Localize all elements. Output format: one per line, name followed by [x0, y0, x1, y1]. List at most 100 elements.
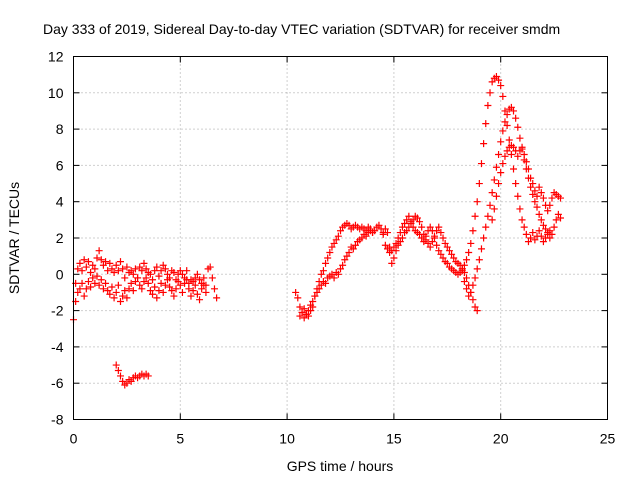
- data-point: [539, 238, 547, 246]
- data-point: [475, 180, 483, 188]
- data-point: [469, 227, 477, 235]
- data-point: [292, 288, 300, 296]
- data-point: [322, 279, 330, 287]
- data-point: [157, 279, 165, 287]
- data-point: [488, 216, 496, 224]
- data-point: [80, 256, 88, 264]
- data-point: [539, 221, 547, 229]
- data-point: [531, 236, 539, 244]
- data-point: [146, 287, 154, 295]
- y-tick-label: -8: [51, 412, 64, 428]
- data-point: [379, 230, 387, 238]
- data-point: [535, 227, 543, 235]
- data-point: [362, 232, 370, 240]
- data-point: [153, 294, 161, 302]
- data-point: [104, 287, 112, 295]
- data-point: [304, 307, 312, 315]
- data-point: [95, 281, 103, 289]
- data-point: [138, 267, 146, 275]
- data-point: [78, 279, 86, 287]
- data-point: [326, 249, 334, 257]
- data-point: [510, 143, 518, 151]
- data-point: [546, 234, 554, 242]
- y-tick-label: 0: [56, 266, 64, 282]
- data-point: [144, 279, 152, 287]
- data-point: [510, 107, 518, 115]
- data-point: [499, 160, 507, 168]
- data-point: [76, 259, 84, 267]
- data-point: [125, 285, 133, 293]
- data-point: [520, 151, 528, 159]
- data-point: [418, 234, 426, 242]
- data-point: [119, 292, 127, 300]
- data-point: [93, 272, 101, 280]
- data-point: [492, 72, 500, 80]
- data-point: [78, 267, 86, 275]
- data-point: [161, 281, 169, 289]
- data-point: [482, 120, 490, 128]
- data-point: [324, 254, 332, 262]
- data-point: [482, 223, 490, 231]
- data-point: [480, 140, 488, 148]
- data-point: [159, 288, 167, 296]
- data-point: [533, 203, 541, 211]
- data-point: [497, 82, 505, 90]
- y-tick-label: -6: [51, 375, 64, 391]
- data-point: [480, 234, 488, 242]
- data-point: [99, 285, 107, 293]
- data-point: [208, 274, 216, 282]
- y-tick-label: -2: [51, 303, 64, 319]
- data-point: [313, 288, 321, 296]
- data-point: [390, 254, 398, 262]
- data-point: [471, 274, 479, 282]
- data-point: [309, 298, 317, 306]
- data-point: [189, 287, 197, 295]
- data-point: [151, 267, 159, 275]
- data-point: [475, 256, 483, 264]
- data-point: [407, 218, 415, 226]
- data-point: [484, 212, 492, 220]
- data-point: [300, 314, 308, 322]
- data-point: [183, 276, 191, 284]
- data-point: [503, 111, 511, 119]
- series-arc-c: [112, 361, 152, 389]
- data-point: [529, 180, 537, 188]
- data-point: [501, 152, 509, 160]
- data-point: [123, 379, 131, 387]
- data-point: [516, 134, 524, 142]
- data-point: [127, 267, 135, 275]
- data-point: [161, 265, 169, 273]
- y-tick-label: 8: [56, 121, 64, 137]
- data-point: [322, 259, 330, 267]
- data-point: [191, 281, 199, 289]
- data-point: [437, 250, 445, 258]
- data-point: [155, 287, 163, 295]
- y-tick-label: -4: [51, 339, 64, 355]
- data-point: [535, 210, 543, 218]
- data-point: [123, 263, 131, 271]
- data-point: [315, 285, 323, 293]
- data-point: [351, 241, 359, 249]
- data-point: [392, 239, 400, 247]
- y-tick-label: 12: [48, 49, 64, 65]
- data-point: [424, 239, 432, 247]
- data-point: [189, 278, 197, 286]
- data-point: [136, 263, 144, 271]
- x-axis-label: GPS time / hours: [287, 458, 394, 474]
- data-point: [334, 270, 342, 278]
- data-point: [110, 294, 118, 302]
- data-point: [341, 256, 349, 264]
- data-point: [473, 265, 481, 273]
- data-point: [176, 267, 184, 275]
- data-point: [542, 225, 550, 233]
- data-point: [465, 292, 473, 300]
- data-point: [492, 192, 500, 200]
- data-point: [416, 218, 424, 226]
- data-point: [381, 225, 389, 233]
- data-point: [142, 265, 150, 273]
- data-point: [503, 121, 511, 129]
- data-point: [437, 229, 445, 237]
- data-point: [185, 285, 193, 293]
- data-point: [426, 243, 434, 251]
